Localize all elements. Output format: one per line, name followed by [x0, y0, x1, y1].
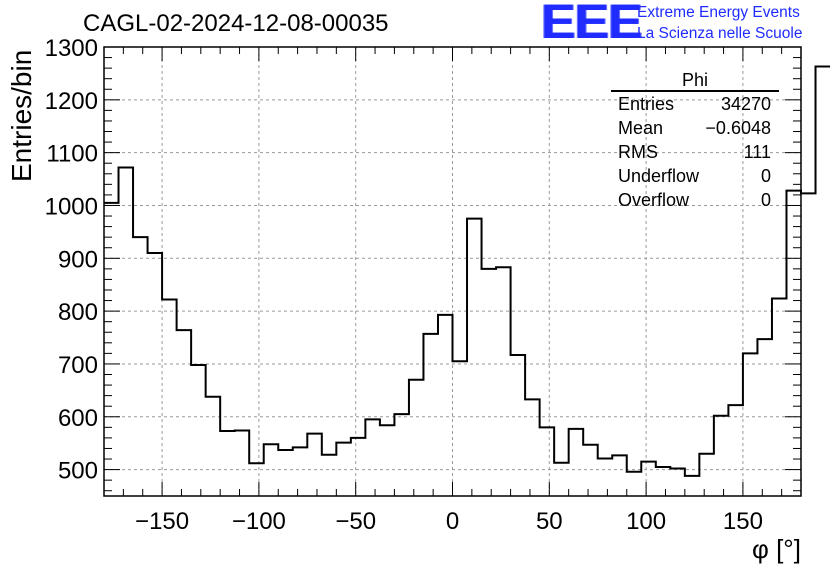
histogram-bin: [264, 444, 279, 496]
histogram-bin: [177, 330, 192, 496]
plot-frame: [103, 46, 802, 497]
histogram-bin: [409, 380, 424, 496]
stats-value: 34270: [720, 94, 771, 114]
stats-row-overflow: Overflow 0: [609, 188, 779, 212]
stats-value: 0: [760, 166, 771, 186]
x-tick-label: −100: [232, 508, 286, 535]
logo-line-2: La Scienza nelle Scuole: [637, 25, 803, 42]
histogram-bin: [627, 472, 642, 496]
histogram-bin: [801, 193, 816, 496]
histogram-bin: [453, 361, 468, 496]
histogram-bin: [322, 455, 337, 496]
histogram-bin: [728, 405, 743, 496]
histogram-bin: [235, 430, 250, 496]
histogram-bin: [220, 431, 235, 496]
y-tick-label: 1100: [46, 141, 98, 168]
histogram-bin: [293, 447, 308, 496]
x-tick-label: 50: [536, 508, 563, 535]
histogram-bin: [598, 458, 613, 496]
histogram-bin: [191, 365, 206, 496]
stats-row-entries: Entries 34270: [609, 92, 779, 116]
histogram-bin: [641, 462, 656, 496]
stats-label: RMS: [618, 142, 658, 162]
stats-label: Mean: [618, 118, 664, 138]
stats-label: Underflow: [618, 166, 700, 186]
x-tick-label: 100: [626, 508, 666, 535]
histogram-bin: [816, 67, 831, 496]
eee-logo: EEE: [541, 0, 643, 49]
y-tick-label: 1200: [45, 88, 98, 115]
histogram-bin: [162, 299, 177, 496]
histogram-bin: [670, 469, 685, 496]
histogram-bin: [656, 467, 671, 496]
histogram-bin: [772, 298, 787, 496]
y-tick-label: 500: [58, 458, 98, 485]
x-tick-label: −150: [135, 508, 189, 535]
histogram-bin: [119, 167, 134, 496]
histogram-bin: [569, 429, 584, 496]
y-tick-label: 900: [58, 246, 98, 273]
stats-value: −0.6048: [705, 118, 771, 138]
y-tick-label: 700: [58, 352, 98, 379]
histogram-bin: [394, 414, 409, 496]
histogram-bin: [307, 434, 322, 496]
histogram-bin: [365, 419, 380, 496]
histogram-bin: [249, 463, 264, 496]
stats-title: Phi: [611, 70, 779, 92]
x-tick-label: −50: [335, 508, 376, 535]
y-tick-label: 1000: [45, 193, 98, 220]
histogram-bin: [104, 203, 119, 496]
histogram-bin: [786, 191, 801, 496]
histogram-bin: [482, 269, 497, 496]
histogram-bin: [685, 476, 700, 496]
histogram-bin: [438, 315, 453, 496]
histogram-bin: [743, 353, 758, 496]
histogram-bin: [757, 339, 772, 496]
histogram-bin: [525, 399, 540, 496]
histogram-bin: [423, 334, 438, 496]
histogram-bin: [336, 443, 351, 496]
histogram-bin: [133, 237, 148, 496]
histogram-bin: [511, 355, 526, 496]
stats-row-rms: RMS 111: [609, 140, 779, 164]
stats-row-underflow: Underflow 0: [609, 164, 779, 188]
stats-label: Entries: [618, 94, 675, 114]
y-axis-label: Entries/bin: [6, 49, 37, 182]
x-tick-label: 0: [446, 508, 459, 535]
histogram-bin: [278, 450, 293, 496]
stats-label: Overflow: [618, 190, 690, 210]
stats-box: Phi Entries 34270 Mean −0.6048 RMS 111 U…: [609, 70, 779, 212]
histogram-bin: [554, 463, 569, 496]
histogram-bin: [612, 455, 627, 496]
y-tick-label: 1300: [45, 35, 98, 62]
stats-row-mean: Mean −0.6048: [609, 116, 779, 140]
histogram-bin: [351, 438, 366, 496]
histogram-bin: [714, 416, 729, 496]
y-tick-label: 800: [58, 299, 98, 326]
histogram-bin: [496, 267, 511, 496]
histogram-bin: [148, 253, 163, 496]
y-tick-label: 600: [58, 405, 98, 432]
x-axis-label: φ [°]: [752, 534, 801, 564]
histogram-bin: [583, 445, 598, 496]
x-tick-label: 150: [723, 508, 763, 535]
logo-line-1: Extreme Energy Events: [637, 4, 800, 21]
chart-title: CAGL-02-2024-12-08-00035: [83, 10, 389, 37]
stats-value: 111: [743, 142, 771, 162]
histogram-bin: [467, 219, 482, 496]
stats-value: 0: [760, 190, 771, 210]
histogram-bin: [540, 427, 555, 496]
histogram-bin: [206, 397, 221, 496]
histogram-bin: [699, 454, 714, 496]
histogram-bin: [380, 425, 395, 496]
histogram-step-line: [104, 65, 831, 477]
